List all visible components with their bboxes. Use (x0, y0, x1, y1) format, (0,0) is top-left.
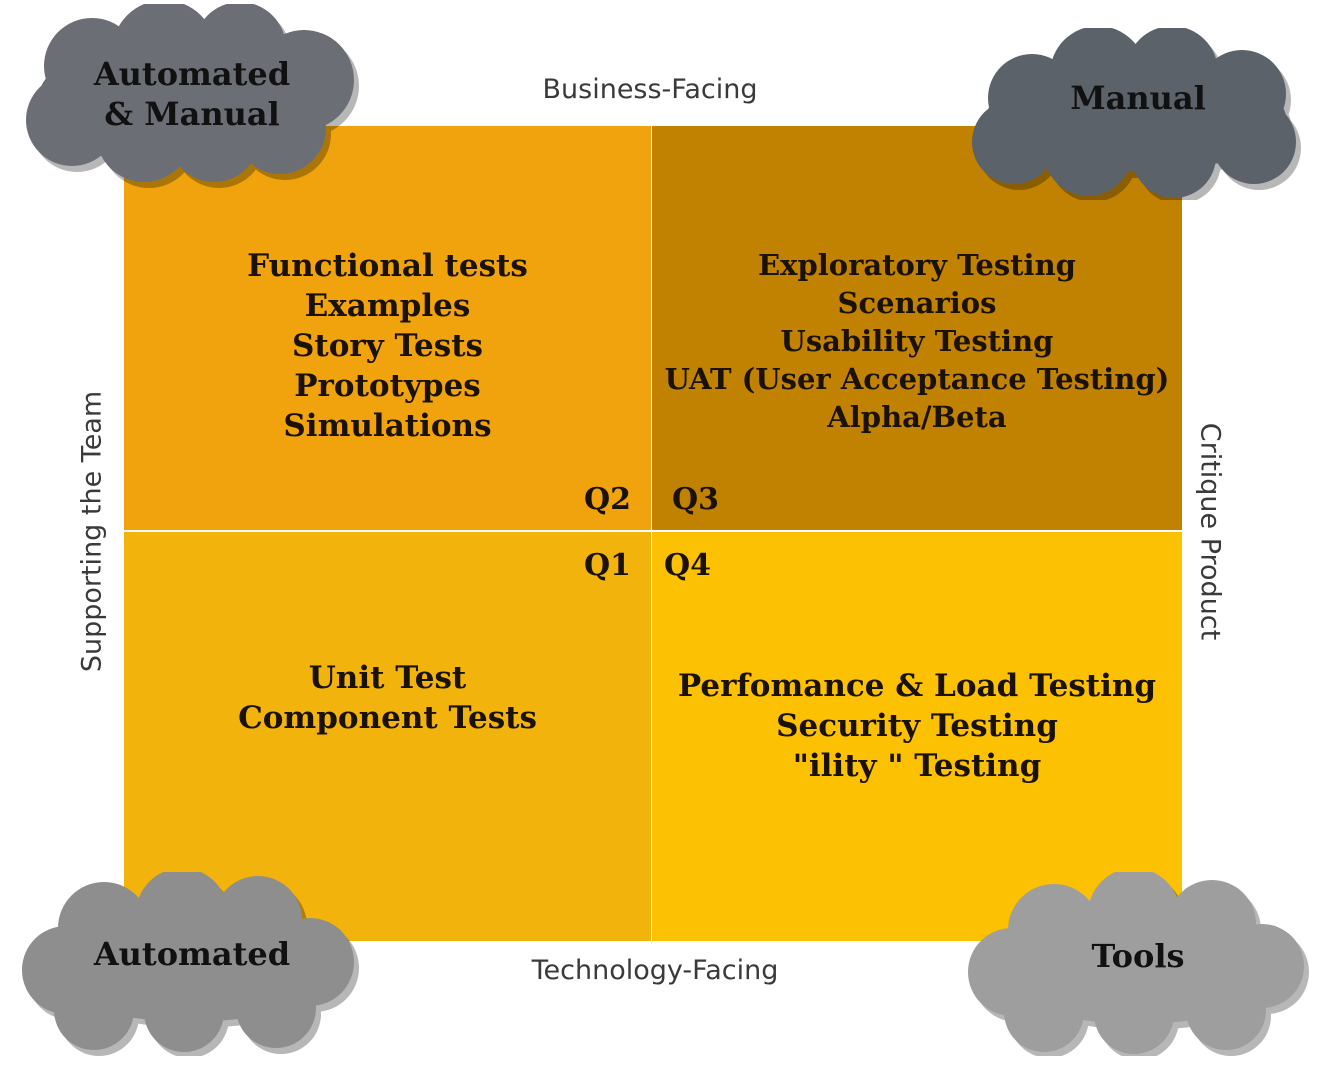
cloud-body (968, 872, 1304, 1054)
quadrant-item: Story Tests (292, 328, 483, 364)
cloud-body (972, 28, 1296, 198)
quadrant-item: UAT (User Acceptance Testing) (664, 362, 1170, 396)
cloud-label-line: Manual (1070, 79, 1206, 117)
cloud-label-line: Automated (93, 55, 291, 93)
quadrant-q2-items: Functional tests Examples Story Tests Pr… (124, 246, 651, 446)
quadrant-q1-items: Unit Test Component Tests (124, 658, 651, 738)
quadrant-q4-items: Perfomance & Load Testing Security Testi… (652, 666, 1182, 786)
quadrant-item: Prototypes (294, 368, 481, 404)
quadrant-q4: Q4 Perfomance & Load Testing Security Te… (652, 532, 1182, 941)
quadrant-item: "ility " Testing (792, 748, 1042, 784)
axis-label-left: Supporting the Team (76, 390, 108, 673)
cloud-top-right: Manual (958, 28, 1318, 200)
quadrant-q2-label: Q2 (584, 482, 632, 517)
quadrant-item: Functional tests (247, 248, 528, 284)
quadrant-q2: Functional tests Examples Story Tests Pr… (124, 126, 651, 530)
quadrant-q3-items: Exploratory Testing Scenarios Usability … (652, 246, 1182, 436)
cloud-icon (968, 872, 1309, 1056)
quadrant-item: Security Testing (776, 708, 1058, 744)
quadrant-item: Exploratory Testing (758, 248, 1076, 282)
quadrant-item: Simulations (283, 408, 492, 444)
cloud-top-left: Automated & Manual (14, 4, 370, 188)
quadrant-q3-label: Q3 (672, 482, 720, 517)
cloud-label: Automated (14, 934, 370, 974)
axis-label-bottom: Technology-Facing (531, 955, 779, 986)
cloud-label: Tools (958, 936, 1318, 976)
quadrant-item: Perfomance & Load Testing (677, 668, 1157, 704)
cloud-bottom-right: Tools (958, 872, 1318, 1056)
cloud-label-line: Tools (1091, 937, 1185, 975)
axis-label-right: Critique Product (1194, 422, 1226, 641)
cloud-bottom-left: Automated (14, 872, 370, 1056)
cloud-icon (22, 872, 359, 1056)
cloud-label: Automated & Manual (14, 54, 370, 134)
quadrant-item: Unit Test (308, 660, 467, 696)
quadrant-item: Usability Testing (780, 324, 1054, 358)
axis-label-top: Business-Facing (542, 74, 758, 105)
cloud-body (26, 4, 354, 182)
quadrant-item: Scenarios (837, 286, 997, 320)
cloud-icon (972, 28, 1301, 200)
quadrant-item: Examples (304, 288, 471, 324)
quadrant-q4-label: Q4 (664, 548, 712, 583)
quadrant-q1: Q1 Unit Test Component Tests (124, 532, 651, 941)
cloud-label: Manual (958, 78, 1318, 118)
quadrant-q1-label: Q1 (584, 548, 632, 583)
cloud-icon (26, 4, 359, 188)
cloud-label-line: Automated (93, 935, 291, 973)
quadrant-item: Alpha/Beta (827, 400, 1007, 434)
cloud-label-line: & Manual (104, 95, 280, 133)
cloud-body (22, 872, 354, 1052)
quadrant-item: Component Tests (238, 700, 537, 736)
